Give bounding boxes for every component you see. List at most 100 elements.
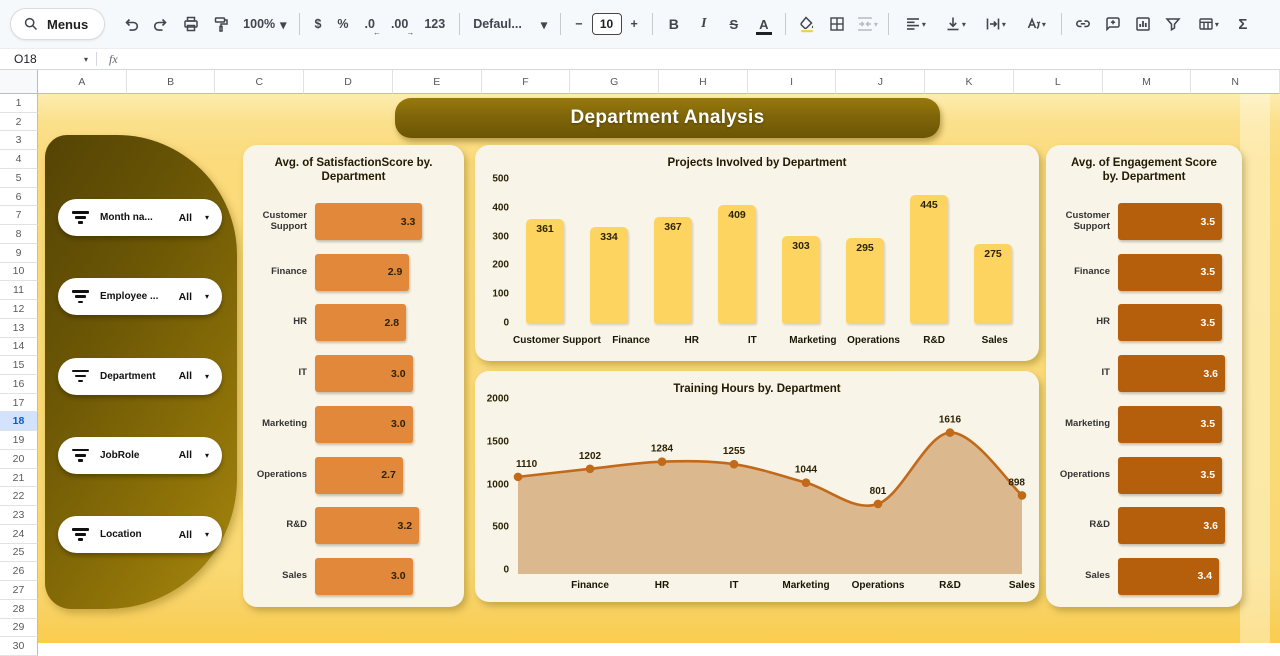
text-wrap-button[interactable]: ▾ bbox=[976, 10, 1014, 38]
row-header-2[interactable]: 2 bbox=[0, 112, 38, 132]
format-percent-button[interactable]: % bbox=[330, 10, 355, 38]
format-currency-button[interactable]: $ bbox=[307, 10, 328, 38]
row-header-19[interactable]: 19 bbox=[0, 431, 38, 450]
row-header-18[interactable]: 18 bbox=[0, 412, 38, 432]
filter-button-jobrole[interactable]: JobRole All ▾ bbox=[58, 436, 222, 474]
projects-chart-panel[interactable]: Projects Involved by Department 500 400 30… bbox=[475, 145, 1039, 361]
filter-value[interactable]: All bbox=[178, 370, 192, 382]
insert-chart-button[interactable] bbox=[1129, 10, 1157, 38]
row-header-13[interactable]: 13 bbox=[0, 318, 38, 338]
filter-button-department[interactable]: Department All ▾ bbox=[58, 357, 222, 395]
fill-color-button[interactable] bbox=[793, 10, 821, 38]
filter-value[interactable]: All bbox=[178, 528, 192, 541]
bold-button[interactable]: B bbox=[660, 10, 688, 38]
column-header-E[interactable]: E bbox=[392, 70, 482, 94]
column-header-G[interactable]: G bbox=[570, 70, 660, 94]
filter-button-location[interactable]: Location All ▾ bbox=[58, 516, 222, 553]
name-box[interactable]: O18 ▾ bbox=[0, 52, 96, 66]
paint-format-button[interactable] bbox=[207, 10, 235, 38]
row-header-14[interactable]: 14 bbox=[0, 337, 38, 357]
text-color-button[interactable]: A bbox=[750, 10, 778, 38]
font-size-input[interactable]: 10 bbox=[591, 13, 622, 35]
merge-cells-button[interactable]: ▾ bbox=[853, 10, 881, 38]
row-header-5[interactable]: 5 bbox=[0, 168, 38, 188]
row-header-11[interactable]: 11 bbox=[0, 281, 38, 301]
row-header-9[interactable]: 9 bbox=[0, 243, 38, 263]
redo-button[interactable] bbox=[147, 10, 175, 38]
satisfaction-chart-panel[interactable]: Avg. of SatisfactionScore by. Department… bbox=[243, 145, 464, 607]
row-header-25[interactable]: 25 bbox=[0, 543, 38, 563]
menus-button[interactable]: Menus bbox=[10, 8, 106, 40]
select-all-corner[interactable] bbox=[0, 70, 38, 94]
row-header-22[interactable]: 22 bbox=[0, 487, 38, 507]
more-formats-button[interactable]: 123 bbox=[417, 10, 452, 38]
data-point bbox=[729, 459, 739, 469]
row-header-28[interactable]: 28 bbox=[0, 599, 38, 619]
row-header-12[interactable]: 12 bbox=[0, 300, 38, 319]
font-select[interactable]: Defaul... ▾ bbox=[467, 10, 553, 38]
engagement-chart-panel[interactable]: Avg. of Engagement Score by. Department … bbox=[1046, 145, 1242, 607]
sheet-grid[interactable]: Department Analysis Month na... All ▾ Emplo… bbox=[38, 94, 1280, 656]
column-header-I[interactable]: I bbox=[747, 70, 837, 94]
borders-button[interactable] bbox=[823, 10, 851, 38]
column-header-C[interactable]: C bbox=[215, 70, 305, 94]
borders-icon bbox=[830, 17, 844, 31]
bar-row-marketing: Marketing 3.0 bbox=[253, 405, 450, 443]
row-header-30[interactable]: 30 bbox=[0, 637, 38, 656]
row-header-20[interactable]: 20 bbox=[0, 449, 38, 469]
text-rotation-button[interactable]: ▾ bbox=[1016, 10, 1054, 38]
insert-link-button[interactable] bbox=[1069, 10, 1097, 38]
column-header-K[interactable]: K bbox=[925, 70, 1014, 94]
increase-decimal-button[interactable]: .00 → bbox=[384, 10, 415, 38]
decrease-font-size-button[interactable]: − bbox=[568, 10, 589, 38]
column-header-B[interactable]: B bbox=[126, 70, 216, 94]
horizontal-align-button[interactable]: ▾ bbox=[896, 10, 934, 38]
column-header-F[interactable]: F bbox=[481, 70, 571, 94]
row-header-27[interactable]: 27 bbox=[0, 581, 38, 600]
column-header-H[interactable]: H bbox=[659, 70, 748, 94]
training-chart-panel[interactable]: Training Hours by. Department 2000 1500 10… bbox=[475, 371, 1039, 602]
zoom-select[interactable]: 100% ▾ bbox=[237, 10, 292, 38]
increase-font-size-button[interactable]: + bbox=[624, 10, 645, 38]
italic-button[interactable]: I bbox=[690, 10, 718, 38]
row-header-4[interactable]: 4 bbox=[0, 150, 38, 169]
decrease-decimal-button[interactable]: .0 ← bbox=[358, 10, 382, 38]
row-header-1[interactable]: 1 bbox=[0, 94, 38, 113]
row-header-21[interactable]: 21 bbox=[0, 468, 38, 488]
filter-value[interactable]: All bbox=[178, 290, 192, 303]
functions-button[interactable]: Σ bbox=[1229, 10, 1257, 38]
column-header-D[interactable]: D bbox=[304, 70, 393, 94]
filter-value[interactable]: All bbox=[178, 211, 192, 224]
row-header-24[interactable]: 24 bbox=[0, 524, 38, 544]
row-header-26[interactable]: 26 bbox=[0, 562, 38, 582]
row-header-23[interactable]: 23 bbox=[0, 506, 38, 525]
row-header-8[interactable]: 8 bbox=[0, 225, 38, 244]
column-header-L[interactable]: L bbox=[1013, 70, 1103, 94]
row-header-3[interactable]: 3 bbox=[0, 131, 38, 151]
strikethrough-button[interactable]: S bbox=[720, 10, 748, 38]
create-filter-button[interactable] bbox=[1159, 10, 1187, 38]
row-header-6[interactable]: 6 bbox=[0, 187, 38, 207]
filter-value[interactable]: All bbox=[178, 449, 192, 462]
row-header-29[interactable]: 29 bbox=[0, 618, 38, 638]
filter-button-monthna[interactable]: Month na... All ▾ bbox=[58, 199, 222, 236]
insert-comment-button[interactable] bbox=[1099, 10, 1127, 38]
row-header-15[interactable]: 15 bbox=[0, 356, 38, 376]
bar: 3.2 bbox=[315, 507, 420, 545]
vertical-align-button[interactable]: ▾ bbox=[936, 10, 974, 38]
area-fill bbox=[518, 432, 1022, 574]
row-header-7[interactable]: 7 bbox=[0, 206, 38, 226]
print-button[interactable] bbox=[177, 10, 205, 38]
column-header-M[interactable]: M bbox=[1102, 70, 1192, 94]
value-label: 3.5 bbox=[1200, 469, 1216, 482]
column-header-N[interactable]: N bbox=[1191, 70, 1280, 94]
column-header-A[interactable]: A bbox=[38, 70, 127, 94]
row-header-16[interactable]: 16 bbox=[0, 375, 38, 394]
row-header-10[interactable]: 10 bbox=[0, 262, 38, 282]
row-header-17[interactable]: 17 bbox=[0, 393, 38, 413]
filter-button-employee[interactable]: Employee ... All ▾ bbox=[58, 278, 222, 316]
column-header-J[interactable]: J bbox=[836, 70, 926, 94]
bar-track: 3.0 bbox=[315, 355, 450, 393]
undo-button[interactable] bbox=[117, 10, 145, 38]
table-button[interactable]: ▾ bbox=[1189, 10, 1227, 38]
